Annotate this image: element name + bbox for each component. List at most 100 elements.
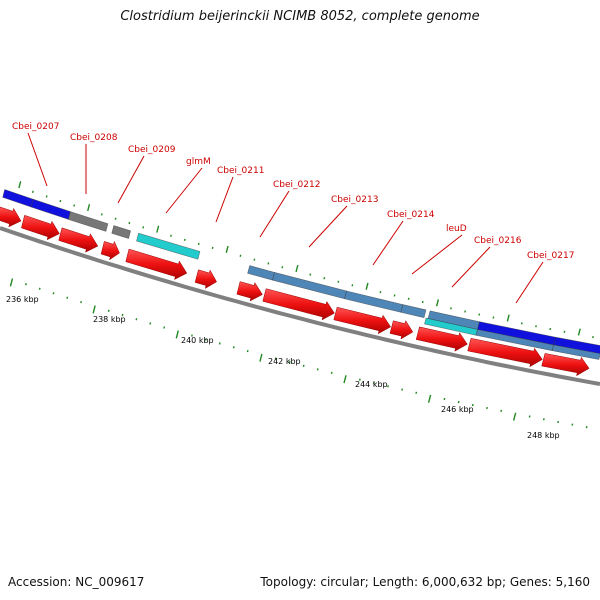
scale-tick	[107, 309, 110, 312]
outer-tick	[59, 199, 62, 203]
scale-tick	[387, 385, 389, 388]
outer-tick	[337, 280, 340, 283]
scale-tick	[486, 406, 488, 410]
outer-tick	[506, 314, 510, 322]
scale-tick	[163, 326, 166, 329]
outer-tick	[295, 264, 299, 273]
gene-leader-line	[308, 205, 348, 248]
cog-block-cbei-0207b	[30, 198, 71, 220]
gene-label-cbei-0211: Cbei_0211	[217, 166, 264, 176]
gene-label-cbei-0207: Cbei_0207	[12, 122, 59, 132]
outer-tick	[114, 217, 117, 220]
scale-label: 244 kbp	[355, 380, 388, 389]
outer-tick	[170, 234, 172, 237]
gene-leader-line	[215, 176, 234, 223]
scale-tick	[542, 418, 545, 421]
outer-tick	[73, 204, 76, 207]
cog-block-cbei-0208	[68, 211, 109, 232]
accession-text: Accession: NC_009617	[8, 575, 145, 589]
gene-label-cbei-0212: Cbei_0212	[273, 180, 320, 190]
outer-tick	[239, 254, 242, 257]
scale-tick	[246, 349, 249, 353]
outer-tick	[351, 284, 354, 287]
scale-tick	[191, 334, 193, 337]
scale-tick	[457, 400, 460, 404]
scale-tick	[204, 338, 207, 341]
cds-arrow-4	[100, 240, 120, 261]
gene-label-cbei-0209: Cbei_0209	[128, 145, 176, 155]
outer-tick	[407, 297, 410, 300]
scale-label: 246 kbp	[441, 405, 474, 414]
cds-arrow-13	[541, 353, 590, 377]
scale-tick	[9, 278, 14, 287]
outer-tick	[87, 203, 91, 212]
map-title: Clostridium beijerinckii NCIMB 8052, com…	[120, 9, 480, 24]
cds-arrow-9	[333, 306, 391, 335]
outer-tick	[211, 246, 214, 250]
scale-tick	[401, 388, 404, 391]
outer-tick	[253, 258, 256, 261]
scale-tick	[528, 415, 531, 418]
cog-block-cbei-0213	[344, 290, 404, 313]
outer-tick	[365, 282, 369, 290]
scale-tick	[66, 296, 69, 299]
outer-tick	[549, 327, 552, 331]
gene-leader-line	[372, 220, 404, 266]
scale-label: 242 kbp	[268, 357, 301, 366]
scale-tick	[232, 346, 235, 349]
outer-tick	[450, 307, 452, 310]
scale-tick	[427, 394, 432, 403]
outer-tick	[421, 300, 424, 304]
cds-arrow-8	[262, 288, 335, 321]
gene-leader-line	[165, 167, 203, 214]
scale-tick	[557, 420, 560, 424]
scale-tick	[571, 423, 574, 426]
scale-tick	[415, 391, 418, 394]
gene-leader-line	[515, 261, 544, 304]
cds-arrow-7	[236, 281, 263, 302]
gene-label-cbei-0208: Cbei_0208	[70, 133, 118, 143]
cog-block-cbei-0214	[400, 304, 427, 319]
scale-tick	[274, 357, 277, 360]
scale-tick	[175, 330, 179, 339]
scale-tick	[149, 322, 152, 325]
outer-tick	[435, 299, 440, 307]
gene-label-cbei-0217: Cbei_0217	[527, 251, 574, 261]
cds-arrow-10	[389, 320, 414, 340]
cds-arrow-11	[415, 326, 468, 352]
scale-tick	[288, 361, 291, 364]
scale-tick	[38, 287, 41, 290]
scale-tick	[512, 412, 517, 421]
outer-tick	[577, 328, 581, 336]
outer-tick	[156, 225, 160, 233]
scale-label: 248 kbp	[527, 431, 560, 440]
outer-tick	[31, 190, 34, 193]
outer-tick	[478, 313, 481, 316]
scale-tick	[92, 305, 96, 314]
cog-block-cbei-0217	[553, 336, 600, 354]
cog-block-cbei-0207	[2, 189, 34, 208]
genome-backbone	[0, 226, 600, 386]
outer-tick	[225, 245, 229, 254]
scale-tick	[471, 403, 474, 407]
gene-leader-line	[117, 155, 145, 204]
scale-tick	[500, 409, 503, 413]
outer-tick	[535, 325, 537, 328]
scale-tick	[80, 300, 83, 304]
scale-label: 240 kbp	[181, 336, 214, 345]
gene-leader-line	[27, 132, 48, 187]
scale-tick	[330, 371, 333, 374]
scale-tick	[585, 426, 588, 429]
scale-tick	[135, 318, 138, 321]
cds-arrow-12	[467, 338, 543, 368]
outer-tick	[197, 242, 200, 246]
scale-tick	[302, 364, 305, 367]
genome-summary-text: Topology: circular; Length: 6,000,632 bp…	[260, 575, 590, 589]
outer-tick	[520, 322, 523, 325]
gene-leader-line	[259, 190, 290, 238]
cds-arrow-6	[194, 269, 217, 289]
outer-tick	[267, 262, 270, 265]
gene-label-glmm: glmM	[186, 157, 211, 167]
cog-block-cbei-0211	[247, 265, 275, 281]
